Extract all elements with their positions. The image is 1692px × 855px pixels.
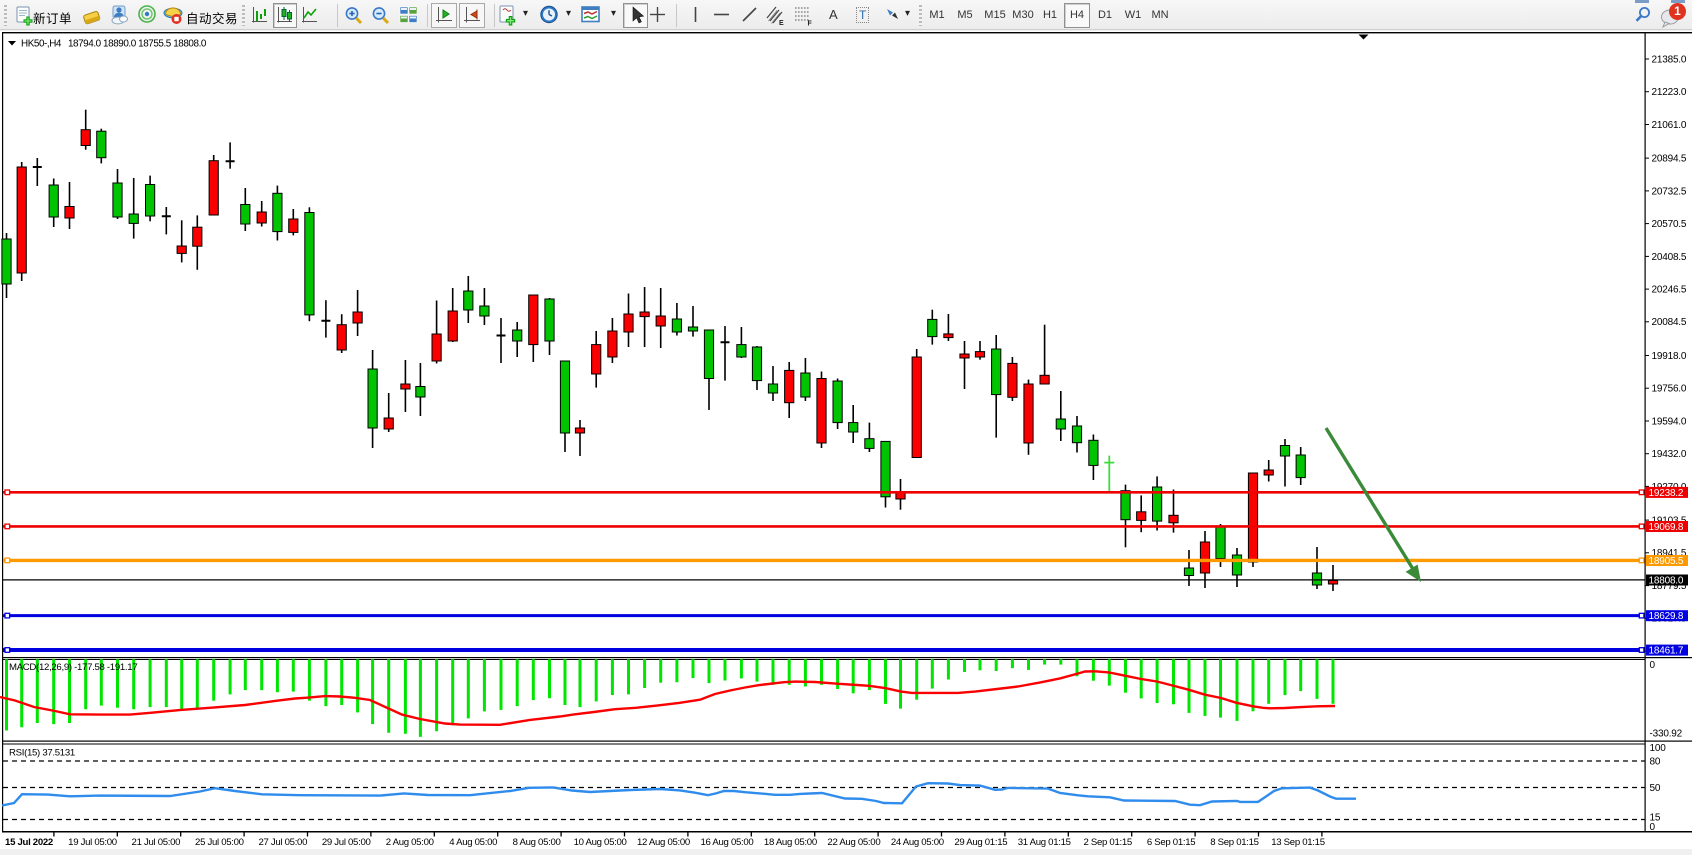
svg-text:16 Aug 05:00: 16 Aug 05:00 bbox=[701, 837, 754, 848]
svg-text:8 Aug 05:00: 8 Aug 05:00 bbox=[513, 837, 561, 848]
svg-text:19594.0: 19594.0 bbox=[1652, 416, 1687, 427]
svg-text:2 Aug 05:00: 2 Aug 05:00 bbox=[386, 837, 434, 848]
svg-text:HK50-,H4 18794.0 18890.0 187: HK50-,H4 18794.0 18890.0 18755.5 18808.0 bbox=[21, 39, 207, 50]
svg-text:12 Aug 05:00: 12 Aug 05:00 bbox=[637, 837, 690, 848]
svg-text:8 Sep 01:15: 8 Sep 01:15 bbox=[1210, 837, 1258, 848]
svg-text:19 Jul 05:00: 19 Jul 05:00 bbox=[68, 837, 117, 848]
svg-text:21 Jul 05:00: 21 Jul 05:00 bbox=[132, 837, 181, 848]
svg-text:29 Aug 01:15: 29 Aug 01:15 bbox=[954, 837, 1007, 848]
svg-text:31 Aug 01:15: 31 Aug 01:15 bbox=[1018, 837, 1071, 848]
svg-text:29 Jul 05:00: 29 Jul 05:00 bbox=[322, 837, 371, 848]
svg-text:20732.5: 20732.5 bbox=[1652, 186, 1687, 197]
svg-text:18629.8: 18629.8 bbox=[1649, 611, 1684, 622]
svg-text:18 Aug 05:00: 18 Aug 05:00 bbox=[764, 837, 817, 848]
svg-text:19069.8: 19069.8 bbox=[1649, 522, 1684, 533]
svg-text:25 Jul 05:00: 25 Jul 05:00 bbox=[195, 837, 244, 848]
svg-text:20570.5: 20570.5 bbox=[1652, 219, 1687, 230]
svg-text:18905.5: 18905.5 bbox=[1649, 556, 1684, 567]
svg-text:50: 50 bbox=[1650, 783, 1661, 794]
svg-text:6 Sep 01:15: 6 Sep 01:15 bbox=[1147, 837, 1195, 848]
svg-text:21223.0: 21223.0 bbox=[1652, 87, 1687, 98]
svg-text:18461.7: 18461.7 bbox=[1649, 646, 1684, 657]
svg-text:21061.0: 21061.0 bbox=[1652, 120, 1687, 131]
svg-text:20408.5: 20408.5 bbox=[1652, 252, 1687, 263]
svg-text:27 Jul 05:00: 27 Jul 05:00 bbox=[258, 837, 307, 848]
svg-text:24 Aug 05:00: 24 Aug 05:00 bbox=[891, 837, 944, 848]
svg-text:19238.2: 19238.2 bbox=[1649, 488, 1684, 499]
svg-text:RSI(15) 37.5131: RSI(15) 37.5131 bbox=[9, 748, 75, 759]
svg-text:21385.0: 21385.0 bbox=[1652, 54, 1687, 65]
svg-text:0: 0 bbox=[1650, 822, 1656, 833]
svg-text:10 Aug 05:00: 10 Aug 05:00 bbox=[574, 837, 627, 848]
svg-text:MACD(12,26,9) -177.58 -191.17: MACD(12,26,9) -177.58 -191.17 bbox=[9, 662, 137, 673]
svg-text:19918.0: 19918.0 bbox=[1652, 351, 1687, 362]
svg-text:19432.0: 19432.0 bbox=[1652, 449, 1687, 460]
svg-text:2 Sep 01:15: 2 Sep 01:15 bbox=[1083, 837, 1131, 848]
svg-text:4 Aug 05:00: 4 Aug 05:00 bbox=[449, 837, 497, 848]
svg-text:20894.5: 20894.5 bbox=[1652, 154, 1687, 165]
svg-text:20246.5: 20246.5 bbox=[1652, 285, 1687, 296]
svg-text:20084.5: 20084.5 bbox=[1652, 317, 1687, 328]
svg-text:15 Jul 2022: 15 Jul 2022 bbox=[5, 837, 53, 848]
svg-text:0: 0 bbox=[1650, 660, 1656, 671]
svg-text:E: E bbox=[779, 20, 784, 27]
svg-text:15: 15 bbox=[1650, 813, 1661, 824]
svg-text:19756.0: 19756.0 bbox=[1652, 384, 1687, 395]
svg-text:80: 80 bbox=[1650, 757, 1661, 768]
svg-text:18941.5: 18941.5 bbox=[1652, 548, 1687, 559]
svg-text:-330.92: -330.92 bbox=[1650, 729, 1683, 740]
svg-text:F: F bbox=[808, 21, 813, 28]
svg-text:18779.5: 18779.5 bbox=[1652, 581, 1687, 592]
svg-text:18808.0: 18808.0 bbox=[1649, 576, 1684, 587]
svg-text:100: 100 bbox=[1650, 743, 1667, 754]
svg-text:22 Aug 05:00: 22 Aug 05:00 bbox=[827, 837, 880, 848]
svg-text:13 Sep 01:15: 13 Sep 01:15 bbox=[1271, 837, 1324, 848]
